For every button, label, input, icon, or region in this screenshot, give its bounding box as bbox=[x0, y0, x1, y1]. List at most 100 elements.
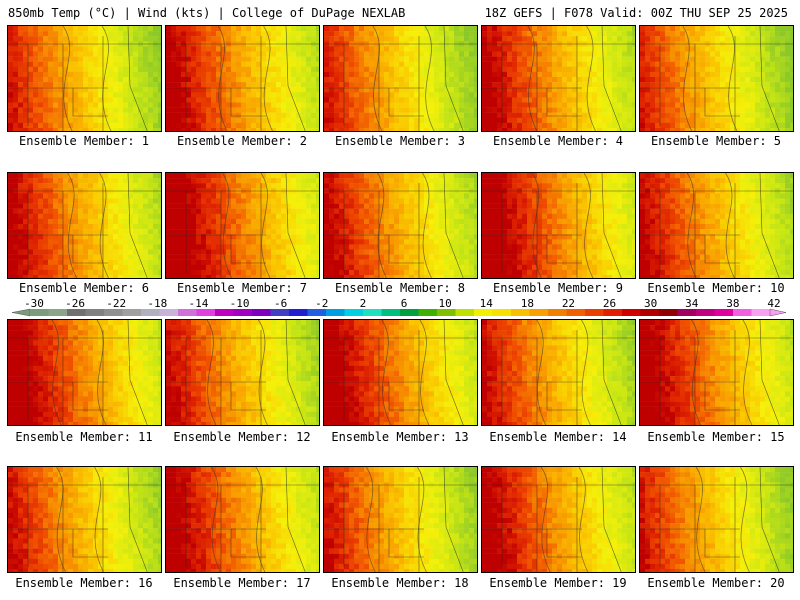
colorbar-tick-label: 6 bbox=[401, 298, 408, 310]
colorbar-tick-label: 10 bbox=[438, 298, 451, 310]
temperature-map bbox=[8, 26, 161, 131]
ensemble-map-panel bbox=[481, 25, 636, 132]
ensemble-map-panel bbox=[481, 172, 636, 279]
colorbar-tick-label: 30 bbox=[644, 298, 657, 310]
colorbar-swatch bbox=[548, 309, 567, 316]
colorbar-swatch bbox=[48, 309, 68, 316]
colorbar-tick-label: -10 bbox=[230, 298, 250, 310]
temperature-colorbar: -30 -26 -22 -18 -14 -10 -6 -2 2 6 10 14 18 22 26 30 34 38… bbox=[11, 298, 787, 317]
ensemble-member-label: Ensemble Member: 1 bbox=[18, 134, 150, 148]
colorbar-tick-label: 26 bbox=[603, 298, 616, 310]
colorbar-swatch bbox=[233, 309, 253, 316]
colorbar-tick-label: -26 bbox=[65, 298, 85, 310]
ensemble-member-label: Ensemble Member: 9 bbox=[492, 281, 624, 295]
colorbar-swatch bbox=[677, 309, 697, 316]
colorbar-swatch bbox=[122, 309, 142, 316]
colorbar-swatch bbox=[270, 309, 290, 316]
ensemble-map-panel bbox=[639, 172, 794, 279]
temperature-map bbox=[324, 173, 477, 278]
ensemble-member-label: Ensemble Member: 17 bbox=[173, 576, 311, 590]
ensemble-member-label: Ensemble Member: 13 bbox=[331, 430, 469, 444]
ensemble-map-panel bbox=[323, 466, 478, 573]
colorbar-swatch bbox=[437, 309, 456, 316]
temperature-map bbox=[166, 173, 319, 278]
colorbar-swatch bbox=[696, 309, 715, 316]
ensemble-member-label: Ensemble Member: 14 bbox=[489, 430, 627, 444]
ensemble-map-panel bbox=[165, 25, 320, 132]
ensemble-map-panel bbox=[7, 172, 162, 279]
colorbar-swatch bbox=[511, 309, 530, 316]
colorbar-swatch bbox=[141, 309, 160, 316]
ensemble-map-panel bbox=[165, 319, 320, 426]
ensemble-member-label: Ensemble Member: 7 bbox=[176, 281, 308, 295]
colorbar-swatch bbox=[67, 309, 86, 316]
ensemble-member-label: Ensemble Member: 4 bbox=[492, 134, 624, 148]
colorbar-swatch bbox=[104, 309, 123, 316]
colorbar-swatch bbox=[307, 309, 327, 316]
colorbar-swatch bbox=[252, 309, 271, 316]
ensemble-member-label: Ensemble Member: 19 bbox=[489, 576, 627, 590]
colorbar-swatch bbox=[381, 309, 401, 316]
ensemble-member-label: Ensemble Member: 2 bbox=[176, 134, 308, 148]
colorbar-swatch bbox=[363, 309, 382, 316]
colorbar-swatch bbox=[733, 309, 752, 316]
colorbar-swatch bbox=[659, 309, 678, 316]
colorbar-swatch bbox=[400, 309, 419, 316]
colorbar-tick-label: 2 bbox=[360, 298, 367, 310]
colorbar-swatch bbox=[196, 309, 216, 316]
ensemble-member-label: Ensemble Member: 16 bbox=[15, 576, 153, 590]
ensemble-member-label: Ensemble Member: 15 bbox=[647, 430, 785, 444]
ensemble-member-label: Ensemble Member: 8 bbox=[334, 281, 466, 295]
colorbar-swatch bbox=[455, 309, 475, 316]
ensemble-member-label: Ensemble Member: 20 bbox=[647, 576, 785, 590]
ensemble-member-label: Ensemble Member: 5 bbox=[650, 134, 782, 148]
ensemble-map-panel bbox=[165, 172, 320, 279]
temperature-map bbox=[324, 320, 477, 425]
colorbar-swatch bbox=[215, 309, 234, 316]
ensemble-member-label: Ensemble Member: 18 bbox=[331, 576, 469, 590]
colorbar-swatch bbox=[714, 309, 734, 316]
temperature-map bbox=[166, 26, 319, 131]
colorbar-tick-label: -22 bbox=[106, 298, 126, 310]
colorbar-swatch bbox=[474, 309, 493, 316]
colorbar-tick-label: -18 bbox=[147, 298, 167, 310]
colorbar-tick-label: 18 bbox=[521, 298, 534, 310]
colorbar-swatch bbox=[30, 309, 49, 316]
colorbar-right-arrow bbox=[769, 308, 787, 317]
colorbar-tick-label: -6 bbox=[274, 298, 287, 310]
ensemble-member-label: Ensemble Member: 6 bbox=[18, 281, 150, 295]
ensemble-member-label: Ensemble Member: 12 bbox=[173, 430, 311, 444]
colorbar-swatch bbox=[326, 309, 345, 316]
ensemble-member-label: Ensemble Member: 3 bbox=[334, 134, 466, 148]
ensemble-map-panel bbox=[323, 172, 478, 279]
temperature-map bbox=[482, 320, 635, 425]
ensemble-member-label: Ensemble Member: 11 bbox=[15, 430, 153, 444]
temperature-map bbox=[640, 320, 793, 425]
colorbar-swatch bbox=[603, 309, 623, 316]
colorbar-swatch bbox=[585, 309, 604, 316]
ensemble-map-panel bbox=[481, 319, 636, 426]
ensemble-map-panel bbox=[7, 319, 162, 426]
temperature-map bbox=[640, 26, 793, 131]
colorbar-swatch bbox=[751, 309, 771, 316]
temperature-map bbox=[482, 173, 635, 278]
colorbar-tick-label: 14 bbox=[480, 298, 494, 310]
temperature-map bbox=[482, 467, 635, 572]
temperature-map bbox=[640, 173, 793, 278]
ensemble-map-panel bbox=[481, 466, 636, 573]
colorbar-swatch bbox=[640, 309, 660, 316]
colorbar-swatch bbox=[159, 309, 179, 316]
temperature-map bbox=[8, 467, 161, 572]
ensemble-map-panel bbox=[7, 466, 162, 573]
colorbar-swatch bbox=[344, 309, 364, 316]
colorbar-swatch bbox=[418, 309, 438, 316]
ensemble-map-panel bbox=[639, 25, 794, 132]
colorbar-swatch bbox=[622, 309, 641, 316]
ensemble-map-panel bbox=[639, 319, 794, 426]
colorbar-swatch bbox=[492, 309, 512, 316]
colorbar-tick-label: 38 bbox=[726, 298, 739, 310]
ensemble-map-panel bbox=[323, 319, 478, 426]
map-title: 850mb Temp (°C) | Wind (kts) | College o… bbox=[8, 6, 406, 20]
colorbar-tick-label: 22 bbox=[562, 298, 575, 310]
temperature-map bbox=[324, 467, 477, 572]
